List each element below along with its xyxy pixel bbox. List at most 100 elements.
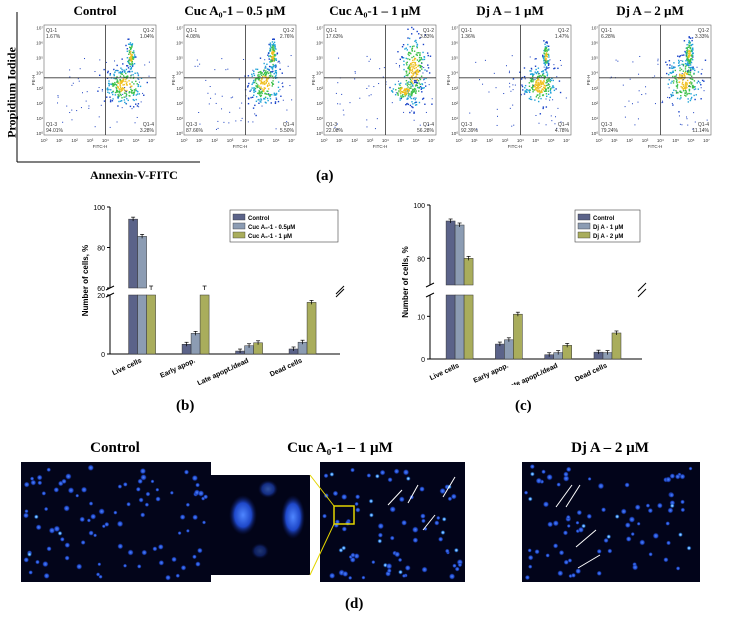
flow-event-dot <box>421 66 423 68</box>
flow-event-dot <box>688 88 691 91</box>
flow-event-dot <box>131 89 133 92</box>
flow-event-dot <box>681 60 684 62</box>
flow-event-dot <box>123 69 125 71</box>
flow-event-dot <box>535 80 537 83</box>
nucleus <box>37 480 43 486</box>
flow-event-dot <box>129 46 132 49</box>
flow-event-dot <box>690 98 692 100</box>
flow-event-dot <box>422 87 424 90</box>
y-tick-label: 10³ <box>176 86 183 91</box>
flow-event-dot <box>691 47 694 49</box>
flow-event-dot <box>415 70 417 72</box>
flow-event-dot <box>684 84 686 86</box>
flow-event-dot <box>680 76 682 78</box>
nucleus <box>195 561 201 567</box>
flow-event-dot <box>688 92 691 95</box>
quadrant-label: Q1-2 <box>698 28 709 34</box>
flow-event-dot <box>389 86 391 89</box>
flow-event-dot <box>691 39 693 42</box>
flow-event-dot <box>117 70 119 72</box>
flow-event-dot <box>113 68 115 71</box>
y-tick-label: 10⁵ <box>36 56 43 61</box>
flow-event-dot <box>684 50 686 53</box>
flow-event-dot <box>263 87 266 89</box>
flow-event-dot <box>685 54 688 56</box>
flow-event-dot <box>542 82 545 84</box>
nucleus <box>577 526 585 533</box>
flow-event-dot <box>670 67 672 69</box>
nucleus <box>192 514 199 521</box>
flow-event-dot <box>265 72 268 75</box>
flow-event-dot <box>119 82 121 84</box>
flow-event-dot <box>406 82 408 84</box>
flow-event-dot <box>255 114 257 117</box>
flow-event-dot <box>622 84 624 86</box>
flow-event-dot <box>125 102 127 105</box>
flow-event-dot <box>547 90 550 92</box>
flow-event-dot <box>407 90 409 92</box>
flow-event-dot <box>103 100 106 102</box>
flow-event-dot <box>539 83 541 85</box>
flow-event-dot <box>553 67 555 70</box>
flow-event-dot <box>268 75 271 77</box>
flow-event-dot <box>406 49 409 51</box>
flow-event-dot <box>538 79 540 81</box>
flow-event-dot <box>682 83 684 86</box>
flow-event-dot <box>134 55 136 58</box>
quadrant-label: Q1-1 <box>46 28 57 34</box>
nucleus <box>647 507 654 514</box>
flow-event-dot <box>546 60 549 62</box>
flow-event-dot <box>548 63 550 65</box>
nucleus <box>421 518 426 524</box>
x-tick-label: 10⁰ <box>596 138 603 143</box>
flow-event-dot <box>686 86 688 89</box>
flow-event-dot <box>415 79 417 82</box>
flow-event-dot <box>399 82 402 84</box>
flow-event-dot <box>264 67 266 69</box>
flow-event-dot <box>692 49 694 51</box>
flow-event-dot <box>253 91 255 93</box>
nucleus <box>663 557 669 563</box>
flow-event-dot <box>530 87 533 89</box>
flow-event-dot <box>524 87 526 89</box>
y-tick-label: 10⁷ <box>451 26 458 31</box>
flow-event-dot <box>689 53 691 55</box>
flow-event-dot <box>254 113 256 115</box>
flow-event-dot <box>133 83 135 85</box>
flow-event-dot <box>690 44 693 47</box>
flow-event-dot <box>416 44 419 46</box>
flow-event-dot <box>273 41 276 44</box>
flow-event-dot <box>119 80 122 83</box>
flow-event-dot <box>531 68 533 70</box>
flow-event-dot <box>132 56 134 58</box>
flow-event-dot <box>689 62 691 65</box>
quadrant-label: Q1-4 <box>423 122 434 128</box>
flow-event-dot <box>278 90 280 92</box>
flow-event-dot <box>255 96 258 98</box>
flow-event-dot <box>267 93 270 95</box>
flow-event-dot <box>416 68 419 71</box>
nucleus <box>377 538 383 544</box>
y-tick-label: 10² <box>36 101 43 106</box>
flow-event-dot <box>547 49 549 51</box>
y-tick-label: 10³ <box>451 86 458 91</box>
flow-event-dot <box>691 78 694 81</box>
nucleus <box>586 513 593 520</box>
flow-event-dot <box>686 73 688 75</box>
flow-event-dot <box>207 92 209 94</box>
flow-event-dot <box>144 64 146 66</box>
flow-event-dot <box>253 74 256 77</box>
flow-event-dot <box>271 52 274 54</box>
flow-event-dot <box>129 63 131 65</box>
bar <box>137 236 147 289</box>
flow-event-dot <box>119 91 121 93</box>
flow-event-dot <box>109 99 112 101</box>
quadrant-label: 94.01% <box>46 128 64 134</box>
flow-event-dot <box>402 57 405 59</box>
flow-event-dot <box>537 78 540 80</box>
nucleus <box>341 545 347 551</box>
flow-event-dot <box>109 74 111 76</box>
flow-event-dot <box>265 81 268 84</box>
flow-event-dot <box>130 57 132 59</box>
flow-event-dot <box>547 87 550 89</box>
